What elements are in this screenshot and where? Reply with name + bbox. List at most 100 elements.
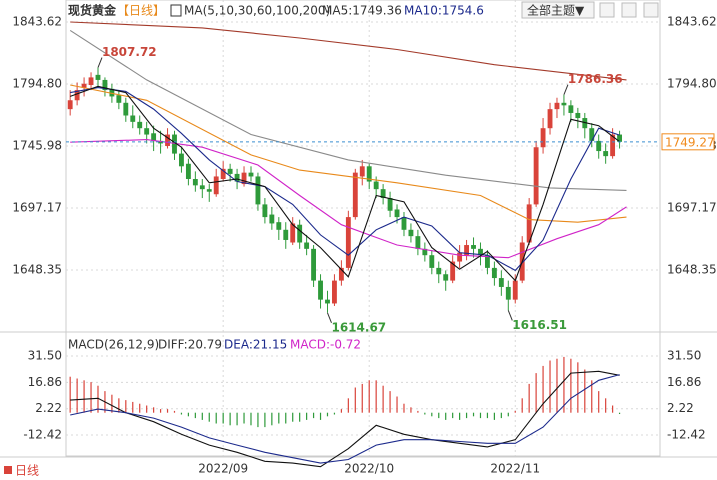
macd-bar [201, 412, 203, 420]
candle-body [325, 299, 330, 304]
candle-body [192, 178, 198, 186]
candle-body [130, 115, 136, 122]
y-tick-label: 1843.62 [12, 15, 62, 29]
macd-line [70, 374, 620, 464]
candle-body [540, 128, 546, 148]
y-tick-label: 1697.17 [12, 200, 62, 214]
candle-body [206, 189, 212, 192]
macd-bar [410, 407, 412, 413]
macd-bar [361, 383, 363, 413]
candle-body [185, 163, 191, 179]
period-icon [4, 466, 12, 474]
candle-body [241, 172, 247, 185]
y-tick-label: 1794.80 [12, 77, 62, 91]
candle-body [387, 198, 393, 211]
macd-bar [375, 380, 377, 413]
macd-bar [556, 358, 558, 413]
macd-bar [111, 394, 113, 413]
macd-bar [521, 398, 523, 413]
macd-bar [396, 396, 398, 413]
macd-bar [118, 398, 120, 413]
candle-body [596, 140, 602, 152]
candle-body [338, 267, 344, 281]
candle-body [311, 248, 317, 281]
macd-bar [69, 376, 71, 413]
candle-body [179, 153, 184, 167]
candle-body [359, 166, 365, 177]
legend-dea: DEA:21.15 [224, 338, 287, 352]
candle-body [352, 172, 358, 218]
macd-bar [618, 412, 621, 415]
ma-line [70, 85, 620, 282]
x-tick-label: 2022/09 [198, 462, 248, 476]
candle-body [165, 134, 170, 146]
macd-bar [605, 398, 607, 413]
candle-body [199, 185, 205, 190]
candle-body [172, 134, 177, 154]
macd-bar [445, 412, 447, 420]
annotation: 1786.36 [568, 72, 623, 86]
macd-bar [438, 412, 440, 419]
tool-button[interactable] [599, 2, 615, 18]
candle-body [471, 245, 476, 249]
candle-body [332, 280, 337, 304]
macd-bar [187, 412, 189, 417]
candle-body [88, 77, 94, 86]
x-tick-label: 2022/10 [344, 462, 394, 476]
candle-body [533, 147, 539, 205]
candle-body [436, 267, 442, 275]
x-tick-label: 2022/11 [490, 462, 540, 476]
candle-body [394, 209, 400, 218]
candle-body [429, 255, 435, 268]
macd-bar [584, 369, 586, 413]
legend-macd: MACD:-0.72 [290, 338, 361, 352]
candle-body [109, 88, 115, 97]
candle-body [151, 133, 157, 141]
theme-button-label[interactable]: 全部主题▼ [527, 3, 585, 18]
candle-body [610, 134, 616, 157]
macd-bar [159, 409, 162, 413]
candle-body [554, 102, 560, 110]
candle-body [464, 245, 470, 256]
macd-bar [278, 412, 280, 424]
ma-icon [170, 4, 182, 17]
candle-body [269, 214, 275, 224]
macd-bar [312, 412, 315, 419]
macd-bar [243, 412, 245, 424]
candle-body [116, 95, 122, 103]
candle-body [137, 121, 143, 129]
tool-button[interactable] [621, 2, 637, 18]
macd-bar [173, 410, 176, 413]
candle-body [547, 109, 553, 129]
macd-bar [486, 412, 489, 419]
macd-bar [229, 412, 231, 426]
macd-bar [166, 409, 169, 413]
tool-button[interactable] [643, 2, 659, 18]
macd-bar [146, 405, 148, 413]
macd-bar [535, 373, 537, 413]
ma-line [69, 29, 627, 191]
ma-line [70, 139, 627, 259]
candle-body [603, 151, 609, 157]
ma-label: MA(5,10,30,60,100,200) [184, 4, 330, 18]
footer-period[interactable]: 日线 [15, 464, 39, 478]
candle-body [450, 261, 456, 281]
y-tick-label: 1648.35 [12, 262, 62, 276]
candle-body [276, 222, 282, 230]
macd-bar [479, 412, 482, 419]
candle-body [457, 252, 463, 262]
y-tick-label: 31.50 [28, 349, 62, 363]
macd-bar [319, 412, 322, 420]
candle-body [283, 229, 289, 240]
macd-bar [90, 382, 92, 413]
macd-bar [326, 412, 329, 417]
y-tick-label-right: 2.22 [667, 401, 694, 415]
y-tick-label-right: 1648.35 [667, 262, 717, 276]
last-price-label: 1749.27 [665, 135, 715, 149]
candle-body [443, 274, 449, 281]
y-tick-label-right: 1794.80 [667, 77, 717, 91]
theme-button[interactable] [521, 1, 595, 19]
candle-body [526, 204, 532, 243]
